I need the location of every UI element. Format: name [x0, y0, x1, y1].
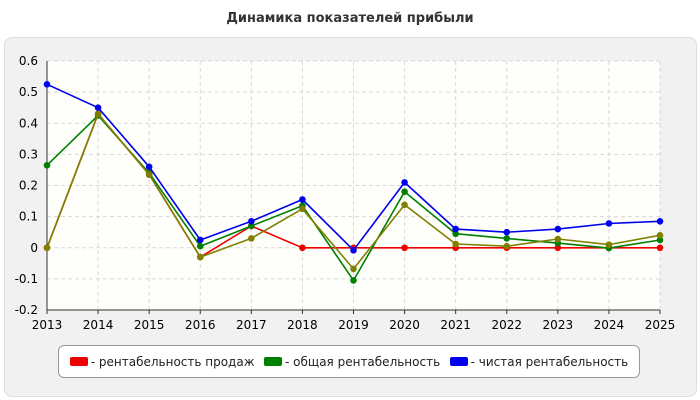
data-point-s2 — [299, 196, 306, 203]
data-point-s3 — [656, 232, 664, 239]
chart-title: Динамика показателей прибыли — [226, 11, 474, 26]
data-point-s1 — [656, 236, 664, 244]
data-point-s2 — [401, 179, 408, 186]
data-point-s0 — [299, 244, 306, 252]
data-point-s3 — [248, 235, 255, 242]
legend-label-net: - чистая рентабельность — [470, 354, 629, 369]
x-tick-label: 2015 — [134, 318, 165, 332]
y-tick-label: 0.4 — [19, 116, 38, 130]
y-tick-label: 0.1 — [19, 210, 38, 224]
y-tick-label: 0.3 — [19, 147, 38, 161]
x-tick-label: 2021 — [440, 318, 471, 332]
legend-item-net[interactable]: - чистая рентабельность — [449, 354, 629, 369]
y-tick-label: 0.6 — [19, 54, 38, 68]
data-point-s3 — [401, 201, 408, 209]
data-point-s2 — [196, 236, 204, 244]
legend-swatch-sales — [69, 357, 88, 366]
y-tick-label: 0.2 — [19, 179, 38, 193]
legend-label-total: - общая рентабельность — [285, 354, 441, 369]
data-point-s2 — [503, 228, 511, 236]
x-tick-label: 2019 — [338, 318, 369, 332]
x-tick-label: 2022 — [491, 318, 522, 332]
data-point-s2 — [656, 217, 664, 225]
legend-swatch-total — [264, 357, 283, 366]
data-point-s3 — [554, 235, 562, 243]
data-point-s3 — [94, 110, 102, 118]
y-tick-label: -0.2 — [15, 303, 38, 317]
data-point-s2 — [248, 217, 255, 225]
x-tick-label: 2020 — [389, 318, 420, 332]
y-tick-label: 0 — [30, 241, 38, 255]
legend-item-sales[interactable]: - рентабельность продаж — [69, 354, 255, 369]
y-tick-label: -0.1 — [15, 272, 38, 286]
y-tick-label: 0.5 — [19, 85, 38, 99]
data-point-s2 — [452, 225, 459, 233]
data-point-s3 — [145, 171, 153, 178]
data-point-s1 — [503, 235, 511, 242]
x-tick-label: 2013 — [32, 318, 63, 332]
data-point-s1 — [452, 230, 459, 238]
x-tick-label: 2023 — [543, 318, 574, 332]
data-point-s3 — [350, 265, 357, 273]
x-tick-label: 2016 — [185, 318, 216, 332]
x-tick-label: 2024 — [594, 318, 625, 332]
data-point-s1 — [43, 161, 51, 169]
data-point-s2 — [554, 225, 562, 233]
data-point-s1 — [401, 188, 408, 196]
data-point-s3 — [196, 253, 204, 261]
x-tick-label: 2017 — [236, 318, 267, 332]
x-tick-label: 2014 — [83, 318, 114, 332]
legend-swatch-net — [449, 357, 468, 366]
data-point-s1 — [196, 242, 204, 250]
data-point-s1 — [248, 222, 255, 230]
data-point-s2 — [43, 81, 51, 88]
data-point-s2 — [94, 104, 102, 111]
data-point-s2 — [605, 220, 613, 227]
data-point-s0 — [554, 244, 562, 252]
legend-item-total[interactable]: - общая рентабельность — [264, 355, 440, 369]
data-point-s3 — [452, 240, 459, 248]
data-point-s0 — [656, 244, 664, 252]
data-point-s3 — [503, 242, 511, 250]
data-point-s1 — [350, 277, 357, 284]
data-point-s2 — [145, 163, 153, 171]
legend: - рентабельность продаж - общая рентабел… — [58, 345, 640, 378]
data-point-s3 — [299, 205, 306, 213]
x-tick-label: 2018 — [287, 318, 318, 332]
data-point-s2 — [350, 246, 357, 254]
data-point-s0 — [401, 244, 408, 252]
data-point-s3 — [605, 241, 613, 248]
legend-label-sales: - рентабельность продаж — [90, 354, 255, 369]
data-point-s3 — [43, 244, 51, 252]
x-tick-label: 2025 — [645, 318, 676, 332]
